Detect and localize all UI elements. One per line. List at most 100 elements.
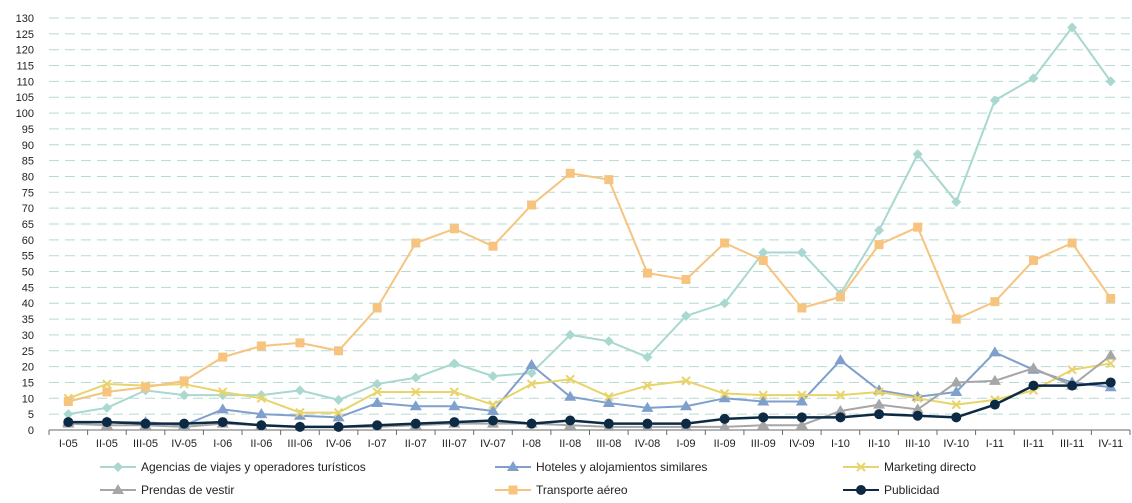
legend-item: Publicidad [843,483,939,497]
data-point [681,274,691,284]
marker-stroke [1105,358,1116,369]
y-tick-label: 70 [22,203,34,215]
data-point [63,396,73,406]
data-point [911,403,924,414]
marker-stroke [488,399,498,410]
x-tick-label: II-06 [250,438,272,450]
data-point [372,303,382,313]
data-point [874,240,884,250]
data-point [912,393,923,404]
data-point [179,376,189,386]
marker-stroke [797,390,807,400]
data-point [565,168,575,178]
legend-item: Transporte aéreo [495,483,628,497]
data-point [218,387,228,397]
y-tick-label: 100 [16,108,34,120]
data-point [63,409,74,420]
marker-stroke [411,387,421,397]
data-point [834,404,847,415]
x-tick-label: III-06 [287,438,312,450]
marker-stroke [951,399,961,410]
data-point [718,392,731,403]
data-point [448,400,461,411]
legend-swatch-marker [508,485,518,495]
data-point [526,367,537,378]
y-tick-label: 65 [22,219,34,231]
y-tick-label: 110 [16,76,34,88]
data-point [1105,377,1116,388]
marker-stroke [874,387,884,397]
y-tick-label: 50 [22,267,34,279]
data-point [409,400,422,411]
y-tick-label: 30 [22,330,34,342]
data-point [719,388,730,399]
data-point [874,225,885,236]
data-point [372,379,383,390]
data-point [486,404,499,415]
x-tick-label: II-11 [1023,438,1044,450]
data-point [255,408,268,419]
y-tick-label: 75 [22,187,34,199]
data-point [874,409,885,420]
data-point [912,149,923,160]
data-point [1028,73,1039,84]
y-tick-label: 45 [22,282,34,294]
x-tick-label: IV-10 [943,438,969,450]
data-point [604,175,614,185]
x-tick-label: II-07 [405,438,427,450]
data-point [487,415,498,426]
data-point [795,419,808,430]
x-tick-label: II-08 [559,438,581,450]
marker-stroke [565,374,575,384]
data-point [449,224,459,234]
data-point [294,385,305,396]
x-tick-label: IV-08 [635,438,661,450]
legend-swatch-marker [113,462,123,472]
data-point [758,390,768,400]
data-point [449,358,460,369]
x-tick-label: II-09 [714,438,736,450]
legend-item: Prendas de vestir [100,483,234,497]
series-4 [63,168,1116,406]
data-point [681,310,692,321]
legend-swatch-marker [856,462,866,472]
data-point [449,417,460,428]
data-point [63,417,74,428]
data-point [487,371,498,382]
marker-stroke [758,390,768,400]
data-point [1027,362,1040,373]
data-point [757,419,770,430]
data-point [101,417,112,428]
data-point [680,400,693,411]
legend-label: Agencias de viajes y operadores turístic… [141,460,366,474]
series-line [68,381,1111,429]
marker-stroke [912,393,923,404]
data-point [988,346,1001,357]
data-point [1105,358,1116,369]
legend-swatch-marker [507,461,519,471]
x-tick-label: II-10 [868,438,890,450]
legend-label: Marketing directo [884,460,976,474]
x-tick-label: III-08 [596,438,621,450]
x-tick-label: III-10 [905,438,930,450]
data-point [988,374,1001,385]
y-tick-label: 40 [22,298,34,310]
y-tick-label: 0 [28,425,34,437]
data-point [758,247,769,258]
marker-stroke [1067,365,1077,375]
x-tick-label: I-11 [986,438,1004,450]
y-tick-label: 20 [22,362,34,374]
data-point [256,420,267,431]
data-point [565,415,576,426]
y-tick-label: 55 [22,251,34,263]
data-point [989,95,1000,106]
y-tick-label: 60 [22,235,34,247]
legend-item: Hoteles y alojamientos similares [495,460,707,474]
legend: Agencias de viajes y operadores turístic… [100,460,976,497]
marker-stroke [526,379,537,389]
legend-label: Prendas de vestir [141,483,234,497]
data-point [333,421,344,432]
data-point [372,387,382,397]
data-point [874,387,884,397]
